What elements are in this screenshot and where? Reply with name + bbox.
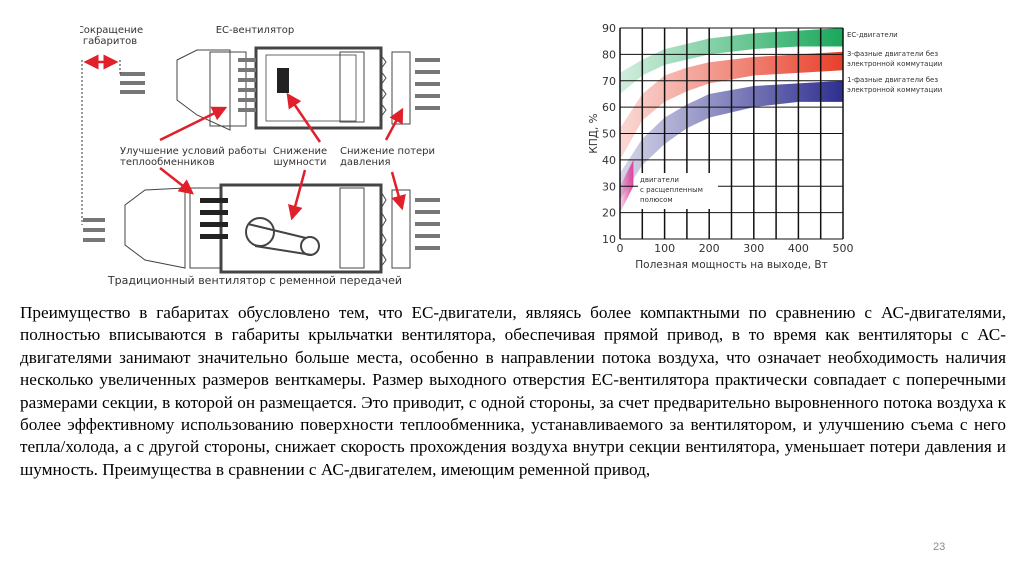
label-size-reduction: Сокращение габаритов xyxy=(80,25,143,47)
label-noise: Снижение шумности xyxy=(273,146,327,168)
body-text: Преимущество в габаритах обусловлено тем… xyxy=(20,303,1006,479)
series-label: полюсом xyxy=(640,196,673,204)
label-belt-fan: Традиционный вентилятор с ременной перед… xyxy=(107,274,402,287)
y-tick-label: 80 xyxy=(602,48,616,61)
x-axis-label: Полезная мощность на выходе, Вт xyxy=(635,259,827,271)
label-heat-exchangers: Улучшение условий работы теплообменников xyxy=(120,146,266,168)
ec-motor-icon xyxy=(277,68,289,93)
fan-comparison-diagram: Сокращение габаритов ЕС-вентилятор Улучше… xyxy=(80,25,440,287)
series-label: электронной коммутации xyxy=(847,60,942,68)
airflow-arrows-bottom xyxy=(200,198,228,239)
y-tick-label: 90 xyxy=(602,22,616,35)
airflow-arrows-top xyxy=(120,58,440,112)
y-tick-label: 10 xyxy=(602,233,616,246)
y-tick-label: 70 xyxy=(602,75,616,88)
x-tick-label: 300 xyxy=(743,242,764,255)
y-tick-label: 60 xyxy=(602,101,616,114)
series-label: двигатели xyxy=(640,176,679,184)
y-tick-label: 20 xyxy=(602,207,616,220)
series-label: ЕС-двигатели xyxy=(847,31,898,39)
efficiency-chart: 0 100 200 300 400 500 10 20 30 40 50 60 70 80 90 Полезн… xyxy=(588,22,942,271)
series-band-1 xyxy=(620,51,843,160)
y-axis-label: КПД, % xyxy=(588,113,600,153)
x-tick-label: 400 xyxy=(788,242,809,255)
series-label: 1-фазные двигатели без xyxy=(847,76,938,84)
label-pressure: Снижение потери давления xyxy=(340,146,435,168)
ec-fan-unit xyxy=(176,46,411,131)
legend-bg xyxy=(638,173,718,209)
x-tick-label: 500 xyxy=(833,242,854,255)
airflow-arrows-outlet xyxy=(83,198,440,250)
y-tick-label: 30 xyxy=(602,180,616,193)
callout-arrows xyxy=(83,54,406,221)
series-label: электронной коммутации xyxy=(847,86,942,94)
x-tick-label: 200 xyxy=(699,242,720,255)
series-label: с расщепленным xyxy=(640,186,703,194)
x-tick-label: 0 xyxy=(617,242,624,255)
y-tick-label: 50 xyxy=(602,128,616,141)
series-band-0 xyxy=(620,28,843,94)
label-ec-fan: ЕС-вентилятор xyxy=(216,25,295,36)
belt-fan-unit xyxy=(124,183,411,274)
page-number: 23 xyxy=(933,541,946,553)
series-label: 3-фазные двигатели без xyxy=(847,50,938,58)
x-tick-label: 100 xyxy=(654,242,675,255)
y-tick-label: 40 xyxy=(602,154,616,167)
